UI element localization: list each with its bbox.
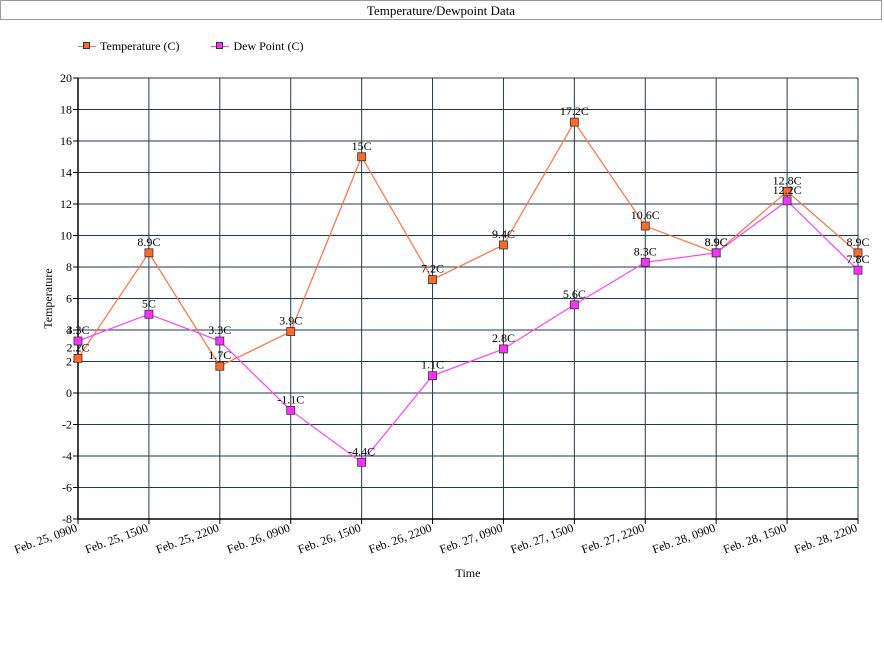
data-point — [144, 248, 154, 258]
series-line — [77, 200, 859, 464]
data-point — [215, 361, 225, 371]
data-label: 8.9C — [705, 235, 728, 249]
data-point — [144, 309, 154, 319]
legend-label-dew-point: Dew Point (C) — [233, 38, 304, 53]
data-label: 2.2C — [66, 340, 89, 354]
y-tick-label: -6 — [62, 481, 72, 495]
series-temperature: 2.2C 8.9C 1.7C 3.9C 15C 7.2C 9.4C 17.2C 10.6C 8.9… — [66, 104, 870, 371]
series-line — [77, 120, 859, 368]
data-point — [499, 240, 508, 250]
legend: Temperature (C) Dew Point (C) — [78, 38, 335, 54]
data-point — [640, 221, 650, 231]
y-tick-label: 20 — [60, 71, 72, 85]
data-label: 7.2C — [421, 262, 444, 276]
data-label: 15C — [352, 139, 372, 153]
x-tick-label: Feb. 26, 2200 — [367, 521, 434, 557]
legend-swatch-temperature — [78, 39, 96, 53]
x-tick-label: Feb. 25, 0900 — [12, 521, 79, 557]
y-axis-title: Temperature — [41, 268, 55, 328]
y-tick-label: 10 — [60, 229, 72, 243]
y-tick-label: 12 — [60, 197, 72, 211]
data-point — [782, 186, 792, 196]
y-tick-label: 6 — [66, 292, 72, 306]
x-tick-label: Feb. 25, 1500 — [83, 521, 150, 557]
data-label: 3.3C — [208, 323, 231, 337]
data-label: 17.2C — [560, 104, 589, 118]
y-tick-label: 2 — [66, 355, 72, 369]
data-label: -4.4C — [348, 444, 375, 458]
data-point — [499, 344, 508, 354]
data-point — [215, 336, 225, 346]
data-point — [853, 248, 863, 258]
series-dew-point: 3.3C 5C 3.3C -1.1C -4.4C 1.1C 2.8C 5.6C 8.3C 8.9C… — [66, 183, 870, 467]
data-label: 9.4C — [492, 227, 515, 241]
data-label: 1.1C — [421, 358, 444, 372]
x-tick-label: Feb. 27, 0900 — [438, 521, 505, 557]
data-point — [73, 353, 83, 363]
data-point — [357, 457, 367, 467]
data-label: 8.9C — [705, 235, 728, 249]
legend-swatch-dew-point — [211, 39, 230, 53]
data-label: 3.9C — [279, 314, 302, 328]
data-point — [286, 327, 296, 336]
y-tick-label: -4 — [62, 449, 72, 463]
data-label: 8.3C — [634, 244, 657, 258]
data-label: 8.9C — [846, 235, 869, 249]
data-label: 5.6C — [563, 287, 586, 301]
x-tick-label: Feb. 27, 1500 — [509, 521, 576, 557]
x-tick-label: Feb. 28, 1500 — [721, 521, 788, 557]
legend-item-temperature: Temperature (C) — [78, 39, 179, 54]
y-tick-label: 18 — [60, 103, 72, 117]
data-label: 3.3C — [66, 323, 89, 337]
data-point — [853, 265, 863, 275]
y-tick-label: 4 — [66, 323, 72, 337]
data-point — [569, 300, 579, 310]
data-point — [73, 336, 83, 346]
x-tick-label: Feb. 26, 0900 — [225, 521, 292, 557]
data-point — [782, 196, 792, 206]
data-label: 12.2C — [773, 183, 802, 197]
data-label: 2.8C — [492, 331, 515, 345]
x-axis-title: Time — [456, 566, 481, 580]
x-tick-label: Feb. 26, 1500 — [296, 521, 363, 557]
y-tick-label: -2 — [62, 418, 72, 432]
y-tick-label: -8 — [62, 512, 72, 526]
data-point — [428, 275, 437, 285]
data-label: 8.9C — [137, 235, 160, 249]
data-point — [711, 248, 721, 258]
y-tick-label: 0 — [66, 386, 72, 400]
data-point — [428, 371, 437, 381]
data-point — [569, 117, 579, 127]
data-label: 7.8C — [846, 252, 869, 266]
data-label: 10.6C — [631, 208, 660, 222]
x-tick-label: Feb. 25, 2200 — [154, 521, 221, 557]
legend-item-dew-point: Dew Point (C) — [211, 39, 303, 54]
data-label: 5C — [142, 296, 156, 310]
data-point — [357, 152, 367, 162]
x-tick-label: Feb. 28, 0900 — [650, 521, 717, 557]
legend-label-temperature: Temperature (C) — [100, 38, 180, 53]
y-tick-label: 8 — [66, 260, 72, 274]
data-label: 1.7C — [208, 348, 231, 362]
y-tick-label: 16 — [60, 134, 72, 148]
x-tick-label: Feb. 27, 2200 — [579, 521, 646, 557]
chart-title: Temperature/Dewpoint Data — [0, 0, 882, 20]
data-label: 12.8C — [773, 173, 802, 187]
data-point — [286, 405, 296, 415]
data-label: -1.1C — [277, 392, 304, 406]
y-tick-label: 14 — [60, 166, 72, 180]
data-point — [640, 257, 650, 267]
x-tick-label: Feb. 28, 2200 — [792, 521, 859, 557]
